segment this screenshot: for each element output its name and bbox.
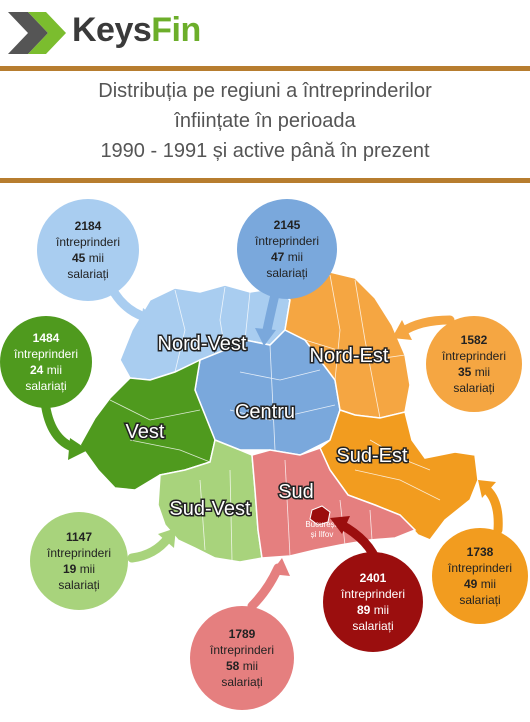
unit: întreprinderi	[447, 561, 513, 575]
stat-bubble-sud: 1789 întreprinderi 58 mii salariați	[190, 606, 294, 710]
unit: întreprinderi	[254, 234, 320, 248]
unit: întreprinderi	[441, 349, 507, 363]
arrowhead-sud-vest	[158, 528, 176, 548]
logo-text-fin: Fin	[151, 11, 201, 49]
employees: 24	[29, 363, 44, 377]
emp-unit: mii	[287, 250, 304, 264]
unit: întreprinderi	[55, 235, 121, 249]
region-bucuresti-ilfov[interactable]	[309, 505, 331, 526]
count: 1789	[228, 627, 256, 641]
stat-bubble-vest: 1484 întreprinderi 24 mii salariați	[0, 316, 92, 408]
employees: 35	[457, 365, 472, 379]
count: 1582	[460, 333, 488, 347]
emp-unit: mii	[480, 577, 497, 591]
emp-label: salariați	[352, 619, 394, 633]
emp-label: salariați	[221, 675, 263, 689]
emp-label: salariați	[266, 266, 308, 280]
unit: întreprinderi	[209, 643, 275, 657]
emp-label: salariați	[453, 381, 495, 395]
employees: 45	[71, 251, 86, 265]
emp-label: salariați	[58, 578, 100, 592]
count: 1738	[466, 545, 494, 559]
arrowhead-centru	[255, 328, 276, 346]
title-line-1: Distribuția pe regiuni a întreprinderilo…	[98, 80, 432, 102]
employees: 58	[225, 659, 240, 673]
keysfin-logo-icon	[8, 12, 66, 54]
arrow-sud-est	[480, 483, 503, 535]
emp-unit: mii	[79, 562, 96, 576]
count: 2184	[74, 219, 102, 233]
emp-label: salariați	[459, 593, 501, 607]
bottom-divider	[0, 178, 530, 183]
unit: întreprinderi	[13, 347, 79, 361]
label-nord-est: Nord-Est	[310, 345, 389, 367]
logo-text-keys: Keys	[72, 11, 152, 49]
count: 2145	[273, 218, 301, 232]
arrowhead-sud-est	[478, 480, 496, 498]
emp-unit: mii	[88, 251, 105, 265]
stat-bubble-nord-vest: 2184 întreprinderi 45 mii salariați	[37, 199, 139, 301]
label-sud: Sud	[278, 481, 314, 503]
label-bucuresti-line1: București	[305, 520, 339, 529]
count: 2401	[359, 571, 387, 585]
unit: întreprinderi	[340, 587, 406, 601]
count: 1147	[65, 530, 93, 544]
emp-unit: mii	[373, 603, 390, 617]
label-nord-vest: Nord-Vest	[158, 333, 247, 355]
label-sud-est: Sud-Est	[336, 445, 408, 467]
title-line-3: 1990 - 1991 și active până în prezent	[100, 140, 430, 162]
top-divider	[0, 66, 530, 71]
arrow-sud-vest	[127, 533, 173, 563]
count: 1484	[32, 331, 60, 345]
header: KeysFin	[0, 0, 530, 66]
page-title: Distribuția pe regiuni a întreprinderilo…	[0, 76, 530, 166]
logo-text: KeysFin	[72, 11, 201, 50]
employees: 19	[62, 562, 77, 576]
unit: întreprinderi	[46, 546, 112, 560]
stat-bubble-sud-est: 1738 întreprinderi 49 mii salariați	[432, 528, 528, 624]
stat-bubble-nord-est: 1582 întreprinderi 35 mii salariați	[426, 316, 522, 412]
emp-unit: mii	[242, 659, 259, 673]
title-line-2: înființate în perioada	[174, 110, 356, 132]
employees: 49	[463, 577, 478, 591]
arrowhead-bucuresti	[330, 516, 350, 534]
region-sud[interactable]	[251, 447, 417, 559]
label-vest: Vest	[126, 421, 165, 443]
county-borders	[109, 274, 441, 561]
stat-bubble-centru: 2145 întreprinderi 47 mii salariați	[237, 199, 337, 299]
label-centru: Centru	[235, 401, 295, 423]
emp-unit: mii	[474, 365, 491, 379]
emp-unit: mii	[46, 363, 63, 377]
emp-label: salariați	[67, 267, 109, 281]
arrowhead-sud	[270, 558, 290, 576]
label-bucuresti-line2: și Ilfov	[311, 530, 334, 539]
emp-label: salariați	[25, 379, 67, 393]
arrowhead-nord-est	[392, 320, 412, 340]
arrowhead-vest	[68, 438, 88, 460]
stat-bubble-bucuresti-ilfov: 2401 întreprinderi 89 mii salariați	[323, 552, 423, 652]
arrowhead-nord-vest	[140, 308, 158, 330]
employees: 47	[270, 250, 285, 264]
stat-bubble-sud-vest: 1147 întreprinderi 19 mii salariați	[30, 512, 128, 610]
employees: 89	[356, 603, 371, 617]
label-sud-vest: Sud-Vest	[169, 498, 251, 520]
